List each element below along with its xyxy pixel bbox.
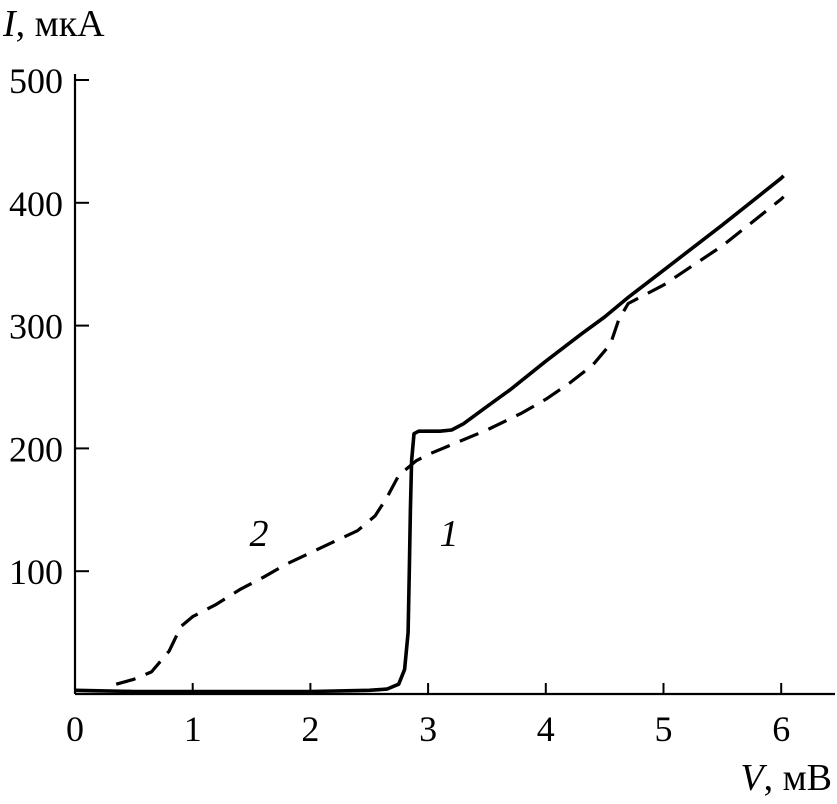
series-label-1: 1 [440, 513, 459, 555]
x-ticks: 0 1 2 3 4 5 6 [66, 683, 790, 749]
series-line-1 [74, 174, 785, 694]
series-group [74, 174, 785, 694]
series-label-2: 2 [250, 513, 269, 555]
y-tick-label: 300 [9, 307, 63, 347]
y-tick-label: 500 [9, 61, 63, 101]
x-tick-label: 4 [537, 709, 555, 749]
y-axis-title: I, мкА [2, 3, 105, 45]
y-tick-label: 100 [9, 552, 63, 592]
x-tick-label: 1 [184, 709, 202, 749]
y-tick-label: 200 [9, 429, 63, 469]
y-ticks: 100 200 300 400 500 [9, 61, 89, 592]
axes [73, 74, 835, 696]
series-line-2 [115, 195, 785, 686]
x-tick-label: 0 [66, 709, 84, 749]
y-tick-label: 400 [9, 184, 63, 224]
x-tick-label: 6 [772, 709, 790, 749]
x-tick-label: 5 [655, 709, 673, 749]
x-tick-label: 3 [419, 709, 437, 749]
x-axis-title: V, мВ [740, 757, 832, 799]
x-tick-label: 2 [301, 709, 319, 749]
